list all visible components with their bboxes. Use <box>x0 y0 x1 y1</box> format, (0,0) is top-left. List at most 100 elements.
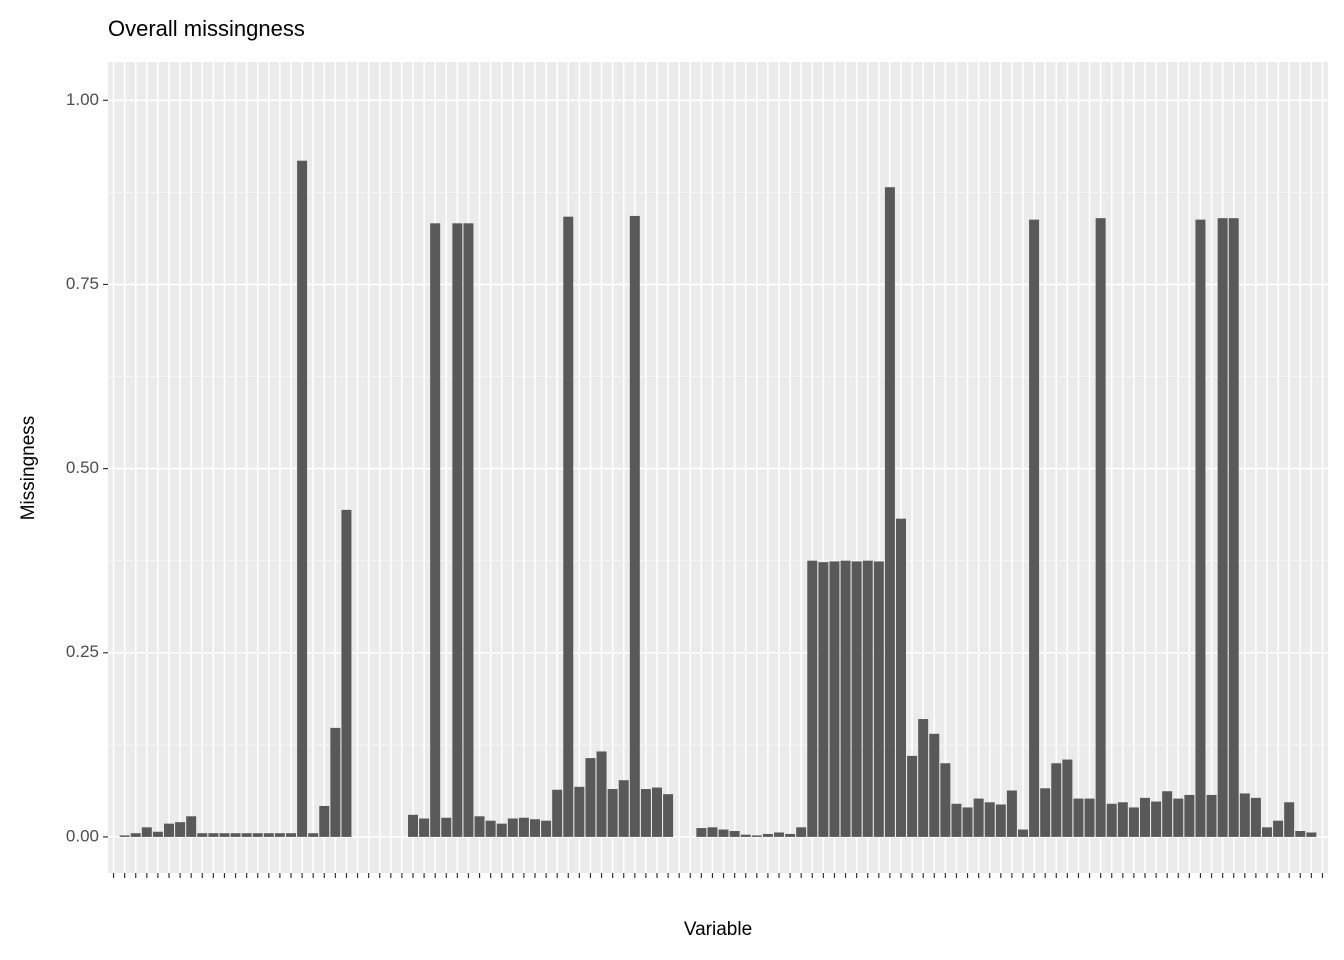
bar <box>530 819 540 837</box>
bar <box>286 833 296 837</box>
bar <box>1184 794 1195 837</box>
bar <box>918 719 929 837</box>
bar <box>175 822 186 837</box>
bar <box>474 816 485 837</box>
bar <box>696 828 707 837</box>
bar <box>1195 219 1206 837</box>
bar <box>274 833 285 837</box>
bar <box>1040 788 1051 837</box>
bar <box>1273 820 1284 837</box>
bar <box>330 727 341 837</box>
bar <box>1173 798 1184 837</box>
bar <box>907 755 918 837</box>
bar <box>552 789 563 837</box>
bar <box>419 818 430 837</box>
bar <box>1239 793 1250 837</box>
bar <box>574 786 585 837</box>
y-tick-label: 0.00 <box>66 826 99 845</box>
bar <box>984 802 995 837</box>
bar <box>485 820 496 837</box>
bar <box>718 829 729 837</box>
bar <box>441 817 452 837</box>
bar <box>629 215 640 837</box>
bar <box>618 780 629 837</box>
bar <box>707 827 718 837</box>
bar <box>518 817 529 837</box>
bar <box>785 833 796 837</box>
bar <box>940 763 951 837</box>
bar <box>408 814 418 837</box>
bar <box>319 805 330 837</box>
bar <box>829 561 840 837</box>
bar <box>152 831 163 837</box>
bar <box>208 833 219 837</box>
plot-background <box>108 62 1328 873</box>
bar <box>563 216 574 837</box>
bar <box>851 561 862 837</box>
bar <box>119 835 130 837</box>
bar <box>1106 803 1117 837</box>
bar <box>1284 802 1295 837</box>
y-tick-label: 0.25 <box>66 642 99 661</box>
bar <box>751 835 762 837</box>
bar <box>873 561 884 837</box>
bar <box>1095 218 1106 837</box>
bar <box>973 798 984 837</box>
bar <box>607 789 618 837</box>
bar <box>840 560 851 837</box>
y-tick-label: 0.50 <box>66 458 99 477</box>
bar <box>263 833 274 837</box>
bar <box>1228 218 1239 837</box>
bar <box>807 560 818 837</box>
bar <box>507 818 518 837</box>
bar <box>884 187 895 837</box>
bar <box>1151 801 1162 837</box>
bar <box>862 560 873 837</box>
bar <box>652 787 662 837</box>
bar <box>762 833 773 837</box>
bar <box>219 833 230 837</box>
bar <box>1018 829 1028 837</box>
bar <box>1073 798 1084 837</box>
bar <box>640 789 651 837</box>
bar <box>297 160 308 837</box>
bar <box>186 816 197 837</box>
bar <box>663 794 674 837</box>
bar <box>1117 802 1128 837</box>
bar <box>896 518 906 837</box>
bar <box>1162 791 1173 837</box>
bar <box>230 833 241 837</box>
bar <box>430 223 441 837</box>
bar <box>252 833 263 837</box>
bar <box>818 562 829 837</box>
y-tick-label: 0.75 <box>66 274 99 293</box>
bar <box>585 758 596 837</box>
bar <box>929 733 940 837</box>
bar <box>1217 218 1228 837</box>
bar <box>1084 798 1095 837</box>
bar <box>729 831 740 837</box>
bar <box>1029 219 1040 837</box>
bar <box>1250 797 1261 837</box>
bar <box>463 223 474 837</box>
bar <box>796 827 807 837</box>
y-axis-label: Missingness <box>18 416 39 521</box>
bar <box>1140 797 1150 837</box>
bar <box>1128 807 1139 837</box>
bar <box>130 833 141 837</box>
bar <box>1295 831 1306 837</box>
bar <box>341 509 352 837</box>
chart-title: Overall missingness <box>108 16 305 41</box>
bar <box>197 833 208 837</box>
bar <box>596 751 607 837</box>
bar <box>995 804 1006 837</box>
bar <box>1062 759 1073 837</box>
bar <box>740 834 751 837</box>
bar <box>164 823 174 837</box>
bar <box>141 827 152 837</box>
bar <box>241 833 252 837</box>
bar <box>1006 790 1017 837</box>
bar <box>496 823 507 837</box>
bar <box>1262 827 1272 837</box>
